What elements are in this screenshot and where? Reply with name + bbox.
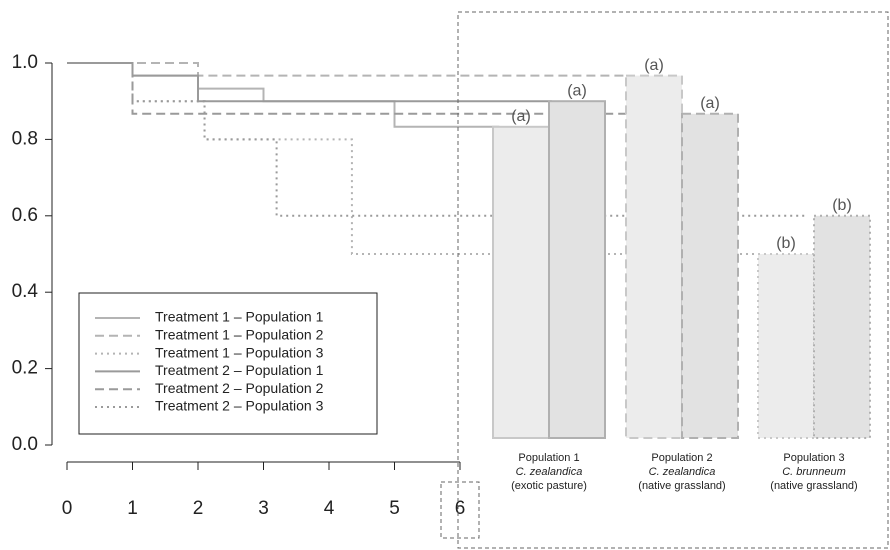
y-tick-label: 0.6 [12,205,38,226]
legend-label: Treatment 2 – Population 2 [155,380,324,396]
habitat-label: (exotic pasture) [511,480,587,492]
species-label: C. brunneum [782,466,846,478]
bar [548,100,606,439]
x-tick-label: 6 [455,498,466,519]
survival-line [67,62,808,217]
bar [813,214,871,439]
y-tick-label: 1.0 [12,52,38,73]
legend-label: Treatment 2 – Population 1 [155,362,324,378]
x-tick-label: 2 [193,498,204,519]
y-tick-label: 0.8 [12,128,38,149]
survival-line [67,62,762,255]
y-tick-label: 0.4 [12,281,39,302]
x-tick-label: 5 [389,498,400,519]
bar [681,112,739,439]
bar-letter: (a) [567,82,587,99]
species-label: C. zealandica [516,466,583,478]
y-tick-label: 0.0 [12,434,38,455]
y-tick-label: 0.2 [12,358,38,379]
bar-letter: (a) [644,57,664,74]
bar-letter: (b) [832,197,852,214]
legend-box [78,292,378,435]
survival-line [67,62,624,77]
habitat-label: (native grassland) [770,480,857,492]
focus-box [440,481,480,539]
bar [492,125,550,439]
x-tick-label: 0 [62,498,73,519]
population-label: Population 3 [783,452,844,464]
survival-line [67,62,552,103]
x-tick-label: 1 [127,498,138,519]
x-tick-label: 3 [258,498,269,519]
population-label: Population 1 [518,452,579,464]
legend-label: Treatment 1 – Population 3 [155,344,324,360]
legend-label: Treatment 2 – Population 3 [155,398,324,414]
bar [757,253,815,439]
bar-letter: (a) [700,95,720,112]
bar-letter: (b) [776,235,796,252]
species-label: C. zealandica [649,466,716,478]
bar [625,74,683,440]
x-tick-label: 4 [324,498,335,519]
habitat-label: (native grassland) [638,480,725,492]
legend-label: Treatment 1 – Population 2 [155,327,324,343]
population-label: Population 2 [651,452,712,464]
bar-letter: (a) [511,108,531,125]
legend-label: Treatment 1 – Population 1 [155,309,324,325]
